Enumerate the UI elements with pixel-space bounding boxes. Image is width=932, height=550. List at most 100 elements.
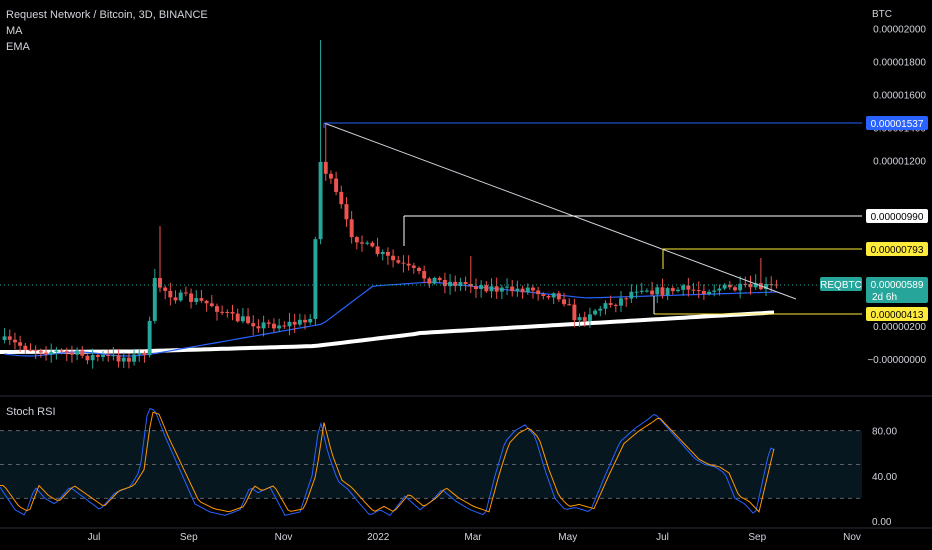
last-price-label: 0.00000589 <box>871 280 924 291</box>
candle <box>59 348 64 355</box>
candle-body <box>670 288 675 292</box>
candle-body <box>7 336 12 340</box>
candle-body <box>132 354 137 362</box>
candle-body <box>251 323 256 327</box>
candle <box>292 313 297 333</box>
candle-body <box>106 355 111 357</box>
candle-body <box>44 352 48 355</box>
price-tick-label: 0.00001800 <box>873 58 926 69</box>
candle-body <box>432 277 437 284</box>
price-tick-label: 0.00001200 <box>873 157 926 168</box>
candle-body <box>639 290 644 292</box>
candle-body <box>75 350 80 355</box>
candle <box>748 275 753 295</box>
candle-body <box>370 242 375 247</box>
candle-body <box>411 265 416 268</box>
candle-body <box>54 350 59 352</box>
candle-body <box>722 284 727 289</box>
candle <box>246 308 251 325</box>
candle <box>147 316 152 358</box>
candle <box>639 282 644 295</box>
candle-body <box>727 284 732 288</box>
candle-body <box>505 286 510 288</box>
candle-body <box>126 357 131 362</box>
candle-body <box>121 357 126 362</box>
candle <box>339 185 344 209</box>
stoch-rsi-legend[interactable]: Stoch RSI <box>6 406 56 418</box>
candle-body <box>23 345 28 350</box>
candle <box>183 286 188 297</box>
time-tick-label: Nov <box>275 532 293 543</box>
candle <box>282 321 287 329</box>
candles <box>2 40 779 369</box>
candle <box>95 352 100 362</box>
time-tick-label: Jul <box>88 532 101 543</box>
candle-body <box>753 283 758 288</box>
candle <box>468 256 473 294</box>
candle-body <box>235 313 240 322</box>
candle-body <box>28 349 33 351</box>
candle <box>691 283 696 295</box>
candle-body <box>38 350 43 353</box>
candle-body <box>427 278 432 284</box>
price-tick-label: 0.00002000 <box>873 25 926 36</box>
candle <box>173 290 178 304</box>
ema-line <box>0 310 775 354</box>
candle <box>271 318 276 333</box>
stoch-tick-label: 0.00 <box>872 517 892 528</box>
candle <box>209 294 214 308</box>
candle <box>261 315 266 337</box>
ma-legend[interactable]: MA <box>6 25 23 37</box>
candle <box>297 313 302 327</box>
candle <box>277 318 282 333</box>
candle <box>453 275 458 292</box>
candle-body <box>520 288 525 293</box>
candle-body <box>530 287 535 291</box>
candle <box>738 276 743 299</box>
candle-body <box>577 317 582 321</box>
stoch-rsi-pane: 80.00 40.00 0.00 <box>0 407 897 528</box>
candle <box>33 345 38 359</box>
candle <box>406 255 411 271</box>
candle-body <box>603 303 608 309</box>
price-level-tag-label: 0.00000793 <box>871 245 924 256</box>
candle-body <box>95 354 100 357</box>
candle-body <box>240 316 245 322</box>
candle-body <box>385 252 390 256</box>
drawings[interactable] <box>0 122 862 315</box>
candle-body <box>655 287 660 295</box>
time-axis[interactable]: Jul Sep Nov 2022 Mar May Jul Sep Nov <box>88 532 861 543</box>
candle-body <box>199 298 204 301</box>
price-axis[interactable]: 0.000020000.000018000.000016000.00001400… <box>820 25 928 366</box>
candle-body <box>277 325 282 329</box>
candle <box>69 345 74 363</box>
candle <box>75 347 80 361</box>
candle-body <box>339 191 344 205</box>
candle-body <box>230 312 235 314</box>
candle-body <box>572 304 577 321</box>
ema-legend[interactable]: EMA <box>6 41 30 53</box>
candle-body <box>215 306 219 312</box>
candle <box>582 311 587 327</box>
candle-body <box>308 318 313 323</box>
candle-body <box>660 287 665 296</box>
candle <box>422 265 427 284</box>
time-tick-label: Mar <box>464 532 482 543</box>
time-tick-label: May <box>558 532 577 543</box>
candle-body <box>463 282 468 285</box>
candle <box>650 281 655 296</box>
candle <box>660 278 665 299</box>
candle-body <box>479 285 484 289</box>
candle-body <box>546 295 551 298</box>
candle <box>722 283 727 291</box>
candle <box>49 343 54 363</box>
candle-body <box>261 322 266 329</box>
candle-body <box>587 314 592 321</box>
candle <box>525 283 530 295</box>
candle <box>546 294 551 300</box>
candle <box>318 40 323 245</box>
price-level-tag-bg <box>866 116 928 130</box>
candle <box>764 277 769 297</box>
